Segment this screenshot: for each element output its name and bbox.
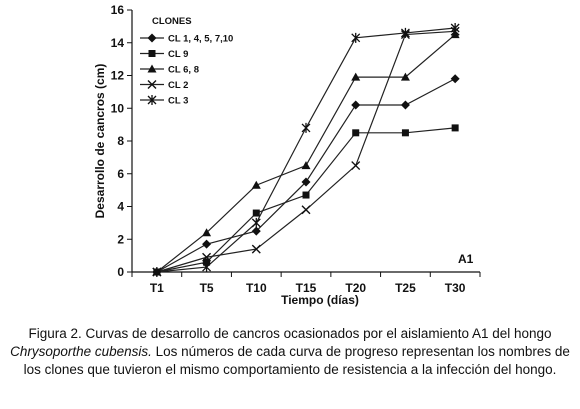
x-tick-label: T30 — [445, 281, 466, 295]
y-tick-label: 14 — [111, 36, 125, 50]
legend-entry-label: CL 9 — [168, 49, 188, 60]
data-point-series-2 — [352, 129, 360, 137]
data-point-series-1 — [301, 177, 311, 187]
series-line-3 — [156, 34, 456, 273]
series-line-2 — [156, 127, 456, 273]
data-point-series-2 — [451, 124, 459, 132]
data-point-series-3 — [351, 72, 361, 81]
legend-title: CLONES — [152, 16, 192, 27]
data-point-series-3 — [450, 30, 460, 39]
caption-text-1: Figura 2. Curvas de desarrollo de cancro… — [28, 326, 552, 341]
y-tick-label: 8 — [117, 134, 124, 148]
data-point-series-3 — [400, 72, 410, 81]
data-point-series-1 — [450, 74, 460, 84]
x-axis-ticks: T1 T5 T10 T15 T20 T25 T30 — [131, 272, 481, 295]
legend-entry-label: CL 3 — [168, 96, 188, 107]
data-point-series-1 — [202, 239, 212, 249]
y-axis-ticks: 0 2 4 6 8 10 12 14 16 — [111, 3, 132, 279]
x-tick-label: T25 — [395, 281, 416, 295]
legend-swatch-marker — [147, 95, 157, 105]
y-axis-label: Desarrollo de cancros (cm) — [93, 64, 107, 219]
x-tick-label: T5 — [200, 281, 214, 295]
legend-swatch-marker — [147, 33, 157, 43]
data-point-series-2 — [401, 129, 409, 137]
series-markers — [152, 23, 460, 277]
x-tick-label: T10 — [246, 281, 267, 295]
y-tick-label: 16 — [111, 3, 125, 17]
data-point-series-3 — [251, 180, 261, 189]
x-axis-label: Tiempo (días) — [281, 293, 359, 307]
legend-entry-label: CL 2 — [168, 80, 188, 91]
data-point-series-3 — [202, 228, 212, 237]
data-point-series-5 — [251, 217, 261, 228]
legend-entry-label: CL 6, 8 — [168, 65, 199, 76]
line-chart: 0 2 4 6 8 10 12 14 16 T1 T5 T10 T15 T20 T25 T30 CLONES… — [93, 3, 481, 307]
series-line-5 — [156, 27, 456, 273]
x-tick-label: T1 — [150, 281, 164, 295]
data-point-series-5 — [351, 32, 361, 43]
data-point-series-4 — [351, 161, 361, 171]
series-line-1 — [156, 78, 456, 273]
y-tick-label: 4 — [117, 200, 124, 214]
data-point-series-1 — [400, 100, 410, 110]
data-point-series-4 — [251, 244, 261, 254]
data-point-series-4 — [301, 205, 311, 215]
y-tick-label: 12 — [111, 69, 125, 83]
y-tick-label: 10 — [111, 101, 125, 115]
data-point-series-5 — [400, 27, 410, 38]
data-point-series-4 — [202, 252, 212, 262]
panel-label: A1 — [458, 252, 474, 266]
y-tick-label: 6 — [117, 167, 124, 181]
data-point-series-5 — [202, 262, 212, 273]
y-tick-label: 0 — [117, 265, 124, 279]
legend-swatch-marker — [148, 50, 156, 57]
data-point-series-2 — [252, 209, 260, 217]
data-point-series-5 — [450, 23, 460, 34]
legend-swatch-marker — [147, 64, 157, 73]
caption-species: Chrysoporthe cubensis. — [10, 344, 152, 359]
data-point-series-1 — [351, 100, 361, 110]
data-point-series-5 — [152, 267, 162, 277]
data-point-series-1 — [251, 226, 261, 236]
caption-text-2: Los números de cada curva de progreso re… — [23, 344, 570, 377]
x-tick-label: T20 — [345, 281, 366, 295]
legend-swatch-marker — [147, 80, 157, 89]
figure-caption: Figura 2. Curvas de desarrollo de cancro… — [10, 325, 570, 379]
legend-entry-label: CL 1, 4, 5, 7,10 — [168, 34, 233, 45]
data-point-series-5 — [301, 122, 311, 133]
data-point-series-2 — [302, 191, 310, 199]
data-point-series-3 — [301, 161, 311, 170]
legend: CLONES CL 1, 4, 5, 7,10 CL 9 CL 6, 8 CL 2 CL … — [140, 16, 233, 107]
series-lines — [156, 27, 456, 273]
y-tick-label: 2 — [117, 232, 124, 246]
x-tick-label: T15 — [296, 281, 317, 295]
